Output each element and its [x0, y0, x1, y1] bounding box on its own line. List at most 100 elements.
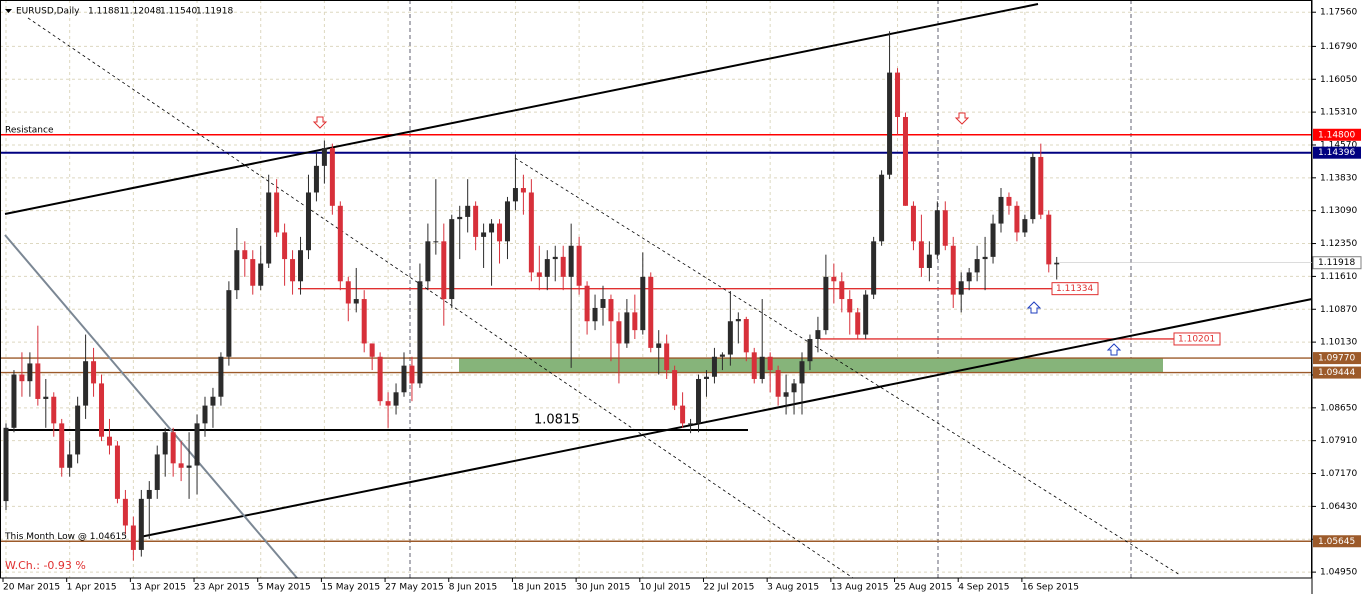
candle-body — [67, 454, 73, 468]
candle-body — [847, 299, 853, 313]
price-label-bg — [1312, 256, 1362, 270]
ohlc-close: 1.11918 — [196, 7, 233, 17]
candle-body — [329, 148, 335, 206]
candle-body — [711, 356, 717, 377]
trendlines — [4, 3, 1313, 579]
candle-body — [1038, 156, 1044, 215]
y-tick-label: 1.06430 — [1320, 502, 1357, 512]
candle-body — [122, 498, 128, 526]
candle-body — [258, 263, 264, 286]
candle-body — [696, 378, 702, 424]
y-tick-label: 1.10870 — [1320, 305, 1357, 315]
candle-body — [504, 201, 510, 242]
ohlc-high: 1.12048 — [124, 7, 161, 17]
candle-body — [178, 463, 184, 468]
candle-body — [783, 392, 789, 397]
candle-body — [926, 254, 932, 268]
level-label: 1.09444 — [1318, 368, 1355, 378]
x-tick-label: 1 Apr 2015 — [67, 583, 117, 593]
y-tick-label: 1.17560 — [1320, 8, 1357, 18]
candle-body — [361, 299, 367, 344]
candle-body — [966, 272, 972, 282]
candle-body — [417, 281, 423, 384]
candle-body — [918, 241, 924, 268]
candle-body — [735, 319, 741, 322]
candle-body — [473, 205, 479, 237]
candle-body — [401, 365, 407, 393]
level-label: 1.0815 — [534, 413, 580, 428]
candle-body — [99, 383, 105, 437]
up-arrow — [1026, 301, 1042, 314]
candle-body — [624, 312, 630, 344]
candle-body — [719, 354, 725, 357]
candles — [3, 31, 1060, 561]
x-tick-label: 25 Aug 2015 — [895, 583, 953, 593]
candle-body — [879, 174, 885, 242]
candle-body — [138, 498, 144, 550]
y-tick-label: 1.08650 — [1320, 403, 1357, 413]
candle-body — [51, 396, 57, 424]
candle-body — [425, 241, 431, 282]
candle-body — [895, 72, 901, 117]
candle-body — [91, 361, 97, 384]
down-arrow — [312, 116, 328, 129]
candle-body — [1022, 219, 1028, 233]
x-tick-label: 20 Mar 2015 — [3, 583, 60, 593]
candle-body — [441, 241, 447, 300]
ohlc-low: 1.11540 — [160, 7, 197, 17]
x-tick-label: 15 May 2015 — [321, 583, 380, 593]
candle-body — [823, 276, 829, 331]
candle-body — [855, 312, 861, 335]
candle-body — [767, 356, 773, 371]
candle-body — [385, 401, 391, 406]
candle-body — [274, 192, 280, 233]
dotted-line — [514, 157, 1181, 576]
x-tick-label: 4 Sep 2015 — [958, 583, 1009, 593]
level-label-bg — [1313, 352, 1361, 365]
candle-body — [489, 223, 495, 233]
candle-body — [377, 356, 383, 402]
candle-body — [528, 192, 534, 273]
candle-body — [560, 256, 566, 277]
candle-body — [791, 383, 797, 393]
candle-body — [544, 259, 550, 277]
candle-body — [433, 241, 439, 243]
candle-body — [727, 321, 733, 355]
level-label: 1.09770 — [1318, 354, 1355, 364]
downtrend-line — [4, 234, 298, 579]
candle-body — [162, 432, 168, 455]
candle-body — [863, 294, 869, 335]
candle-body — [250, 259, 256, 286]
chart-title: EURUSD,Daily — [16, 7, 80, 17]
candle-body — [592, 307, 598, 322]
candle-body — [83, 361, 89, 406]
level-label-bg — [1313, 535, 1361, 548]
candle-body — [512, 188, 518, 202]
level-note: Resistance — [5, 125, 54, 135]
candle-body — [608, 299, 614, 322]
candle-body — [242, 250, 248, 260]
y-tick-label: 1.12350 — [1320, 239, 1357, 249]
ohlc-open: 1.11881 — [88, 7, 125, 17]
candle-body — [680, 405, 686, 424]
candle-body — [584, 285, 590, 322]
x-tick-label: 8 Jun 2015 — [449, 583, 497, 593]
candle-body — [664, 343, 670, 371]
candle-body — [353, 299, 359, 304]
level-label: 1.05645 — [1318, 537, 1355, 547]
y-tick-label: 1.07170 — [1320, 469, 1357, 479]
candle-body — [393, 392, 399, 406]
down-arrow — [954, 112, 970, 125]
candle-body — [298, 250, 304, 282]
y-tick-label: 1.16050 — [1320, 75, 1357, 85]
candle-body — [321, 148, 327, 166]
x-tick-label: 18 Jun 2015 — [512, 583, 566, 593]
candle-body — [1054, 262, 1060, 265]
level-label: 1.10201 — [1178, 334, 1215, 344]
candle-body — [887, 72, 893, 175]
y-tick-label: 1.16790 — [1320, 42, 1357, 52]
arrows — [312, 112, 1122, 356]
y-tick-label: 1.14570 — [1320, 140, 1357, 150]
y-tick-label: 1.15310 — [1320, 108, 1357, 118]
